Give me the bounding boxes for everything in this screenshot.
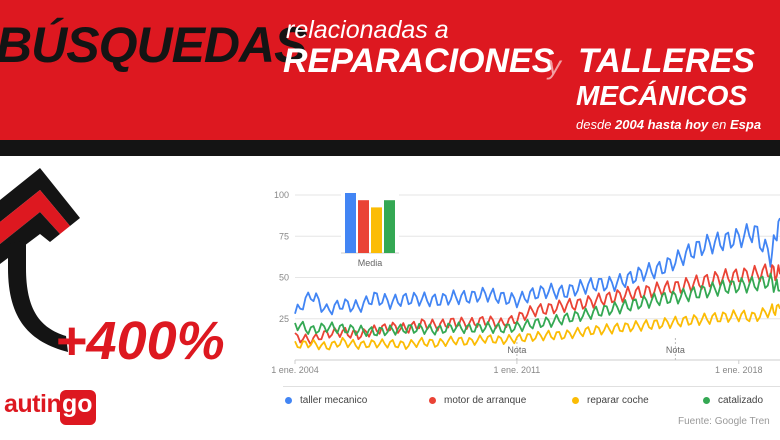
legend-label: catalizado — [718, 395, 764, 406]
subtitle-country: Espa — [729, 117, 762, 132]
title-y: y — [548, 50, 561, 80]
arrow-shaft-icon — [8, 240, 26, 268]
growth-percentage: +400% — [55, 311, 225, 371]
legend-dot-icon — [285, 397, 292, 404]
media-bar — [384, 200, 395, 253]
media-bar — [371, 207, 382, 253]
legend-item-reparar[interactable]: reparar coche — [572, 395, 649, 406]
title-mecanicos: MECÁNICOS — [576, 80, 748, 111]
logo-go: go — [62, 390, 93, 418]
series-line-motor-de-arranque — [294, 263, 780, 346]
legend-label: taller mecanico — [300, 395, 368, 406]
legend-dot-icon — [572, 397, 579, 404]
media-bar — [345, 193, 356, 253]
y-tick-label: 100 — [274, 190, 289, 200]
note-label: Nota — [507, 345, 526, 355]
source-note: Fuente: Google Tren — [678, 416, 770, 427]
legend-label: reparar coche — [587, 395, 649, 406]
banner-stripe — [0, 140, 780, 156]
chart-legend: taller mecanico motor de arranque repara… — [283, 386, 780, 417]
legend-dot-icon — [703, 397, 710, 404]
series-line-catalizador — [294, 272, 780, 338]
y-tick-label: 25 — [279, 314, 289, 324]
growth-arrow-icon — [0, 168, 80, 352]
trends-chart: 100 75 50 25 1 ene. 2004 1 ene. 2011 1 ene. 20… — [271, 189, 780, 375]
media-bar — [358, 200, 369, 253]
title-busquedas: BÚSQUEDAS — [0, 17, 307, 73]
media-label: Media — [358, 258, 383, 268]
title-relacionadas: relacionadas a — [286, 16, 449, 44]
y-tick-label: 75 — [279, 231, 289, 241]
chevron-dark-outer-icon — [0, 168, 80, 226]
legend-item-catalizador[interactable]: catalizado — [703, 395, 763, 406]
legend-label: motor de arranque — [444, 395, 527, 406]
note-label: Nota — [666, 345, 685, 355]
title-talleres: TALLERES — [578, 42, 755, 80]
arrow-curve-icon — [8, 268, 68, 352]
header-banner — [0, 0, 780, 140]
subtitle-years: 2004 hasta hoy — [615, 117, 709, 132]
legend-item-motor[interactable]: motor de arranque — [429, 395, 526, 406]
subtitle: desde 2004 hasta hoy en Espa — [576, 117, 761, 132]
legend-item-taller[interactable]: taller mecanico — [285, 395, 367, 406]
logo-box — [60, 390, 96, 425]
logo-text: autin — [4, 390, 62, 418]
subtitle-prefix: desde — [576, 117, 612, 132]
series-line-taller-mecanico — [294, 217, 780, 316]
x-tick-label: 1 ene. 2004 — [271, 365, 319, 375]
title-reparaciones: REPARACIONES — [283, 42, 555, 80]
series-line-reparar-coche — [294, 303, 780, 351]
y-tick-label: 50 — [279, 273, 289, 283]
x-tick-label: 1 ene. 2011 — [493, 365, 540, 375]
x-tick-label: 1 ene. 2018 — [715, 365, 763, 375]
legend-dot-icon — [429, 397, 436, 404]
subtitle-en: en — [711, 117, 727, 132]
chevron-red-icon — [0, 190, 70, 244]
